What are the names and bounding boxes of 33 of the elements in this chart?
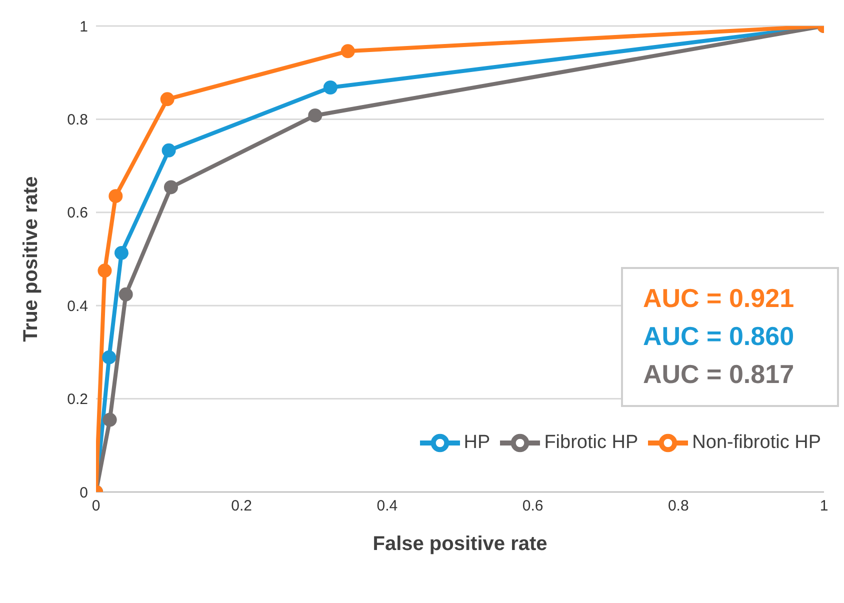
point bbox=[164, 180, 178, 194]
x-tick-label: 1 bbox=[820, 498, 828, 515]
legend-label: Fibrotic HP bbox=[544, 432, 638, 454]
annotation: AUC = 0.921 bbox=[643, 282, 796, 315]
x-tick-label: 0.2 bbox=[231, 498, 252, 515]
y-tick-label: 0.6 bbox=[67, 204, 88, 222]
point bbox=[114, 246, 128, 260]
point bbox=[323, 80, 338, 95]
y-tick-label: 0.4 bbox=[67, 298, 88, 315]
point bbox=[162, 143, 176, 158]
text-box: AUC = 0.921 AUC = 0.860 AUC = 0.817 bbox=[621, 267, 839, 407]
y-tick-label: 0.2 bbox=[67, 391, 88, 408]
x-axis-title: False positive rate bbox=[372, 533, 548, 555]
point bbox=[340, 44, 355, 58]
x-tick-label: 0.8 bbox=[668, 498, 689, 515]
x-tick-label: 0.4 bbox=[376, 498, 398, 515]
y-tick-label: 1 bbox=[80, 18, 88, 36]
legend-label: HP bbox=[464, 432, 490, 454]
x-tick-label: 0 bbox=[92, 498, 100, 515]
legend-label: Non-fibrotic HP bbox=[692, 432, 821, 454]
y-axis-title: True positive rate bbox=[20, 176, 42, 342]
y-tick-label: 0 bbox=[80, 484, 88, 502]
point bbox=[102, 412, 117, 427]
y-tick-label: 0.8 bbox=[67, 112, 88, 129]
point bbox=[102, 350, 116, 364]
point bbox=[118, 287, 133, 302]
point bbox=[160, 92, 174, 106]
annotation: AUC = 0.860 bbox=[643, 320, 796, 353]
x-tick-label: 0.6 bbox=[522, 498, 544, 515]
point bbox=[98, 264, 112, 278]
point bbox=[108, 189, 123, 204]
point bbox=[308, 108, 322, 122]
annotation: AUC = 0.817 bbox=[643, 358, 796, 391]
